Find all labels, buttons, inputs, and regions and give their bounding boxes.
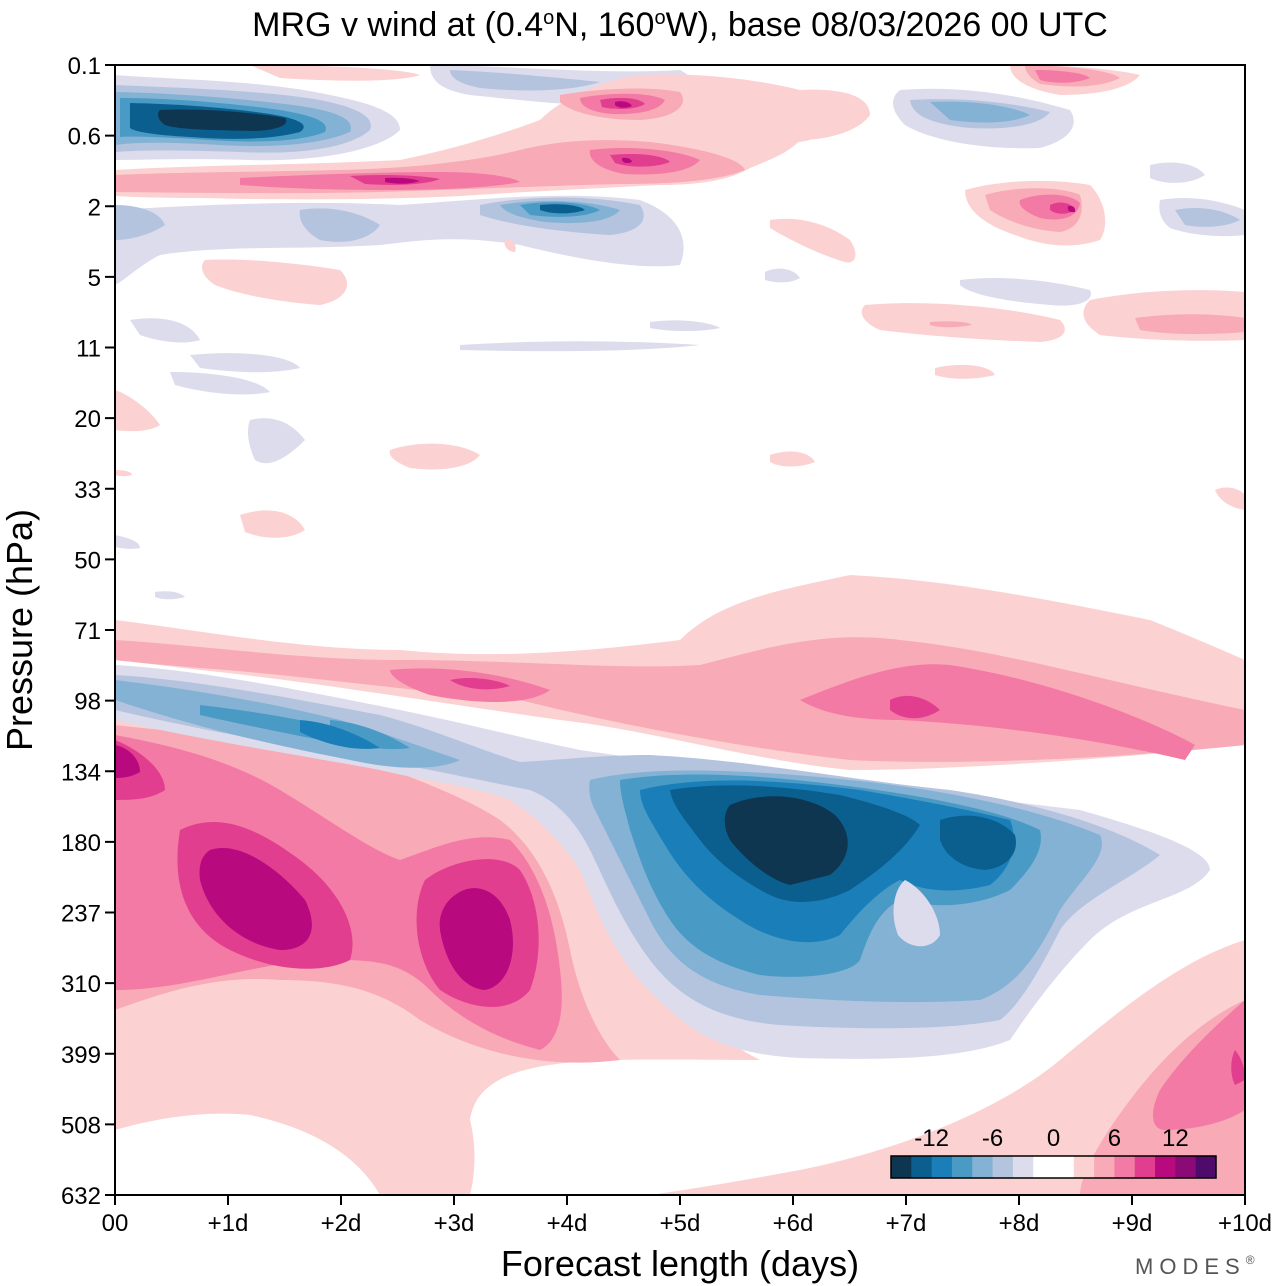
x-tick-label: +9d [1112, 1210, 1153, 1237]
colorbar-swatch [1114, 1156, 1136, 1178]
y-tick-label: 237 [61, 901, 101, 928]
x-tick-label: +2d [321, 1210, 362, 1237]
colorbar-tick-label: 12 [1162, 1125, 1189, 1152]
contour-pos-core [115, 745, 513, 990]
x-tick-label: +8d [999, 1210, 1040, 1237]
y-tick-label: 0.6 [68, 124, 101, 151]
colorbar-swatch [1094, 1156, 1115, 1178]
y-tick-label: 310 [61, 971, 101, 998]
contour-pos-strong-right [1153, 1000, 1245, 1130]
x-tick-label: +7d [886, 1210, 927, 1237]
x-tick-label: +6d [773, 1210, 814, 1237]
colorbar-swatch [891, 1156, 912, 1178]
y-tick-label: 98 [74, 689, 101, 716]
colorbar-swatch [1053, 1156, 1075, 1178]
y-tick-label: 632 [61, 1183, 101, 1210]
colorbar-swatch [1033, 1156, 1054, 1178]
colorbar-swatch [1012, 1156, 1034, 1178]
colorbar-swatch [1155, 1156, 1176, 1178]
colorbar-frame [890, 1155, 1217, 1179]
colorbar-swatch [951, 1156, 973, 1178]
colorbar-tick-label: 6 [1108, 1125, 1121, 1152]
y-tick-label: 399 [61, 1042, 101, 1069]
contour-strat-pos-strong [240, 70, 1090, 220]
y-tick-label: 508 [61, 1112, 101, 1139]
y-tick-label: 11 [76, 336, 101, 363]
y-tick-label: 33 [74, 477, 101, 504]
x-tick-label: +1d [208, 1210, 249, 1237]
brand-logo: MODES® [1135, 1253, 1261, 1279]
y-tick-label: 50 [74, 547, 101, 574]
y-tick-label: 180 [61, 830, 101, 857]
contour-pos-strong-band [390, 664, 1195, 760]
colorbar [890, 1155, 1217, 1179]
colorbar-labels: -12 -6 0 6 12 [914, 1125, 1188, 1152]
y-tick-label: 5 [88, 265, 101, 292]
x-tick-label: +4d [547, 1210, 588, 1237]
colorbar-tick-label: -12 [914, 1125, 949, 1152]
y-tick-label: 134 [61, 759, 101, 786]
x-axis: 00 +1d +2d +3d +4d +5d +6d +7d +8d +9d +10d [102, 1195, 1272, 1237]
contour-strat-neg-core [157, 109, 287, 131]
y-tick-label: 2 [88, 194, 101, 221]
x-axis-title: Forecast length (days) [501, 1243, 859, 1284]
contour-strat-neg-strong [115, 92, 1030, 224]
contour-pos-outer-right [650, 940, 1245, 1195]
contour-neg-core [724, 796, 848, 885]
colorbar-swatch [1073, 1156, 1095, 1178]
colorbar-swatch [1134, 1156, 1156, 1178]
y-tick-label: 20 [74, 406, 101, 433]
x-tick-label: +10d [1218, 1210, 1272, 1237]
plot-area [115, 65, 1245, 1195]
x-tick-label: 00 [102, 1210, 129, 1237]
colorbar-swatch [911, 1156, 933, 1178]
colorbar-swatch [992, 1156, 1014, 1178]
y-tick-label: 71 [74, 618, 101, 645]
y-axis-title: Pressure (hPa) [0, 509, 40, 751]
contour-hole [893, 880, 940, 947]
colorbar-swatch [972, 1156, 994, 1178]
colorbar-tick-label: -6 [982, 1125, 1003, 1152]
colorbar-swatch [931, 1156, 953, 1178]
y-axis: 0.1 0.6 2 5 11 20 33 50 71 98 134 180 237 310 399 508 63… [61, 53, 115, 1210]
contour-pos-left-lower [115, 1010, 152, 1060]
x-tick-label: +5d [660, 1210, 701, 1237]
colorbar-swatch [1175, 1156, 1197, 1178]
chart-title: MRG v wind at (0.4oN, 160oW), base 08/03… [252, 6, 1108, 44]
y-tick-label: 0.1 [68, 53, 101, 80]
colorbar-swatch [1195, 1156, 1217, 1178]
colorbar-tick-label: 0 [1047, 1125, 1060, 1152]
contour-strat-pos-mid [115, 65, 1245, 335]
x-tick-label: +3d [434, 1210, 475, 1237]
